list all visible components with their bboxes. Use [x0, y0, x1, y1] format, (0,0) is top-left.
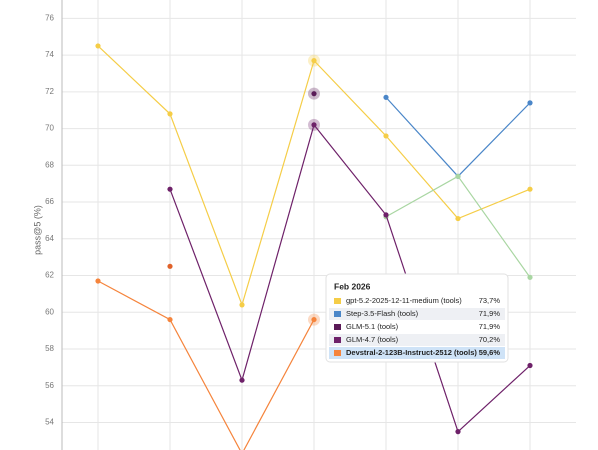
- point: [95, 43, 101, 49]
- point: [95, 278, 101, 284]
- tooltip-value: 71,9%: [479, 309, 501, 318]
- tooltip-name: GLM-4.7 (tools): [346, 335, 399, 344]
- point: [527, 186, 533, 192]
- y-axis-label: pass@5 (%): [32, 205, 42, 255]
- point: [167, 186, 173, 192]
- point: [167, 111, 173, 117]
- point: [311, 316, 317, 323]
- tooltip-name: GLM-5.1 (tools): [346, 322, 399, 331]
- swatch: [334, 337, 341, 343]
- point: [167, 316, 173, 323]
- y-tick-label: 74: [45, 50, 54, 59]
- tooltip-value: 59,6%: [479, 348, 501, 357]
- point: [311, 91, 317, 97]
- row-band: [329, 308, 505, 320]
- swatch: [334, 311, 341, 317]
- point: [527, 100, 533, 106]
- y-tick-label: 58: [45, 344, 54, 353]
- y-tick-label: 60: [45, 307, 54, 316]
- row-band: [329, 334, 505, 346]
- tooltip-value: 70,2%: [479, 335, 501, 344]
- y-tick-label: 68: [45, 160, 54, 169]
- y-tick-label: 64: [45, 234, 54, 243]
- point: [527, 274, 533, 280]
- tooltip-title: Feb 2026: [334, 281, 371, 291]
- tooltip-name: gpt-5.2-2025-12-11-medium (tools): [346, 296, 462, 305]
- point: [239, 302, 245, 308]
- tooltip: Feb 2026 gpt-5.2-2025-12-11-medium (tools…: [325, 273, 509, 363]
- tooltip-value: 71,9%: [479, 322, 501, 331]
- point: [167, 263, 173, 269]
- point: [527, 362, 533, 369]
- y-tick-label: 76: [45, 13, 54, 22]
- point: [311, 122, 317, 128]
- point: [239, 377, 245, 383]
- swatch: [334, 324, 341, 330]
- tooltip-name: Devstral-2-123B-Instruct-2512 (tools): [346, 348, 477, 357]
- point: [455, 215, 461, 222]
- y-tick-label: 62: [45, 271, 54, 280]
- tooltip-name: Step-3.5-Flash (tools): [346, 309, 419, 318]
- point: [383, 212, 389, 218]
- y-tick-label: 56: [45, 381, 54, 390]
- y-tick-label: 72: [45, 87, 54, 96]
- y-tick-label: 66: [45, 197, 54, 206]
- series-line: [97, 280, 315, 450]
- point: [455, 429, 461, 435]
- tooltip-value: 73,7%: [479, 296, 501, 305]
- swatch: [334, 350, 341, 356]
- point: [383, 94, 389, 100]
- point: [455, 173, 461, 179]
- y-tick-label: 70: [45, 124, 54, 133]
- y-tick-label: 54: [45, 418, 54, 427]
- point: [311, 58, 317, 64]
- swatch: [334, 298, 341, 304]
- point: [383, 133, 389, 139]
- series-line: [169, 123, 531, 433]
- row-highlight: [329, 347, 505, 359]
